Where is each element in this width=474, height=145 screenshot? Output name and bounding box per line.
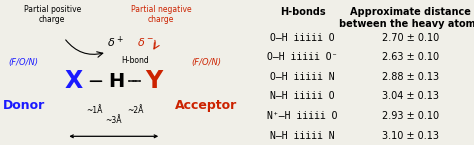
Text: 3.10 ± 0.13: 3.10 ± 0.13: [382, 131, 439, 141]
Text: ~3Å: ~3Å: [106, 116, 122, 125]
Text: Approximate distance
between the heavy atoms: Approximate distance between the heavy a…: [339, 7, 474, 29]
Text: ~1Å: ~1Å: [87, 106, 103, 115]
Text: Donor: Donor: [2, 99, 45, 112]
Text: ~2Å: ~2Å: [127, 106, 143, 115]
Text: O—H iiiii N: O—H iiiii N: [270, 72, 335, 82]
Text: H-bonds: H-bonds: [280, 7, 326, 17]
Text: Acceptor: Acceptor: [175, 99, 237, 112]
Text: H: H: [108, 72, 124, 91]
Text: 2.63 ± 0.10: 2.63 ± 0.10: [382, 52, 439, 62]
Text: X: X: [64, 69, 82, 93]
Text: 3.04 ± 0.13: 3.04 ± 0.13: [382, 91, 439, 101]
Text: Y: Y: [146, 69, 163, 93]
Text: (F/O/N): (F/O/N): [191, 58, 221, 67]
Text: 2.93 ± 0.10: 2.93 ± 0.10: [382, 111, 439, 121]
Text: H-bond: H-bond: [121, 56, 149, 65]
Text: O—H iiiii O: O—H iiiii O: [270, 33, 335, 43]
Text: 2.88 ± 0.13: 2.88 ± 0.13: [382, 72, 439, 82]
Text: (F/O/N): (F/O/N): [9, 58, 39, 67]
Text: Partial positive
charge: Partial positive charge: [24, 5, 81, 24]
Text: N—H iiiii O: N—H iiiii O: [270, 91, 335, 101]
Text: $\delta^-$: $\delta^-$: [137, 36, 154, 48]
Text: N⁺—H iiiii O: N⁺—H iiiii O: [267, 111, 338, 121]
Text: O—H iiiii O⁻: O—H iiiii O⁻: [267, 52, 338, 62]
Text: N—H iiiii N: N—H iiiii N: [270, 131, 335, 141]
Text: 2.70 ± 0.10: 2.70 ± 0.10: [382, 33, 439, 43]
Text: Partial negative
charge: Partial negative charge: [131, 5, 191, 24]
Text: $\delta^+$: $\delta^+$: [107, 34, 123, 50]
